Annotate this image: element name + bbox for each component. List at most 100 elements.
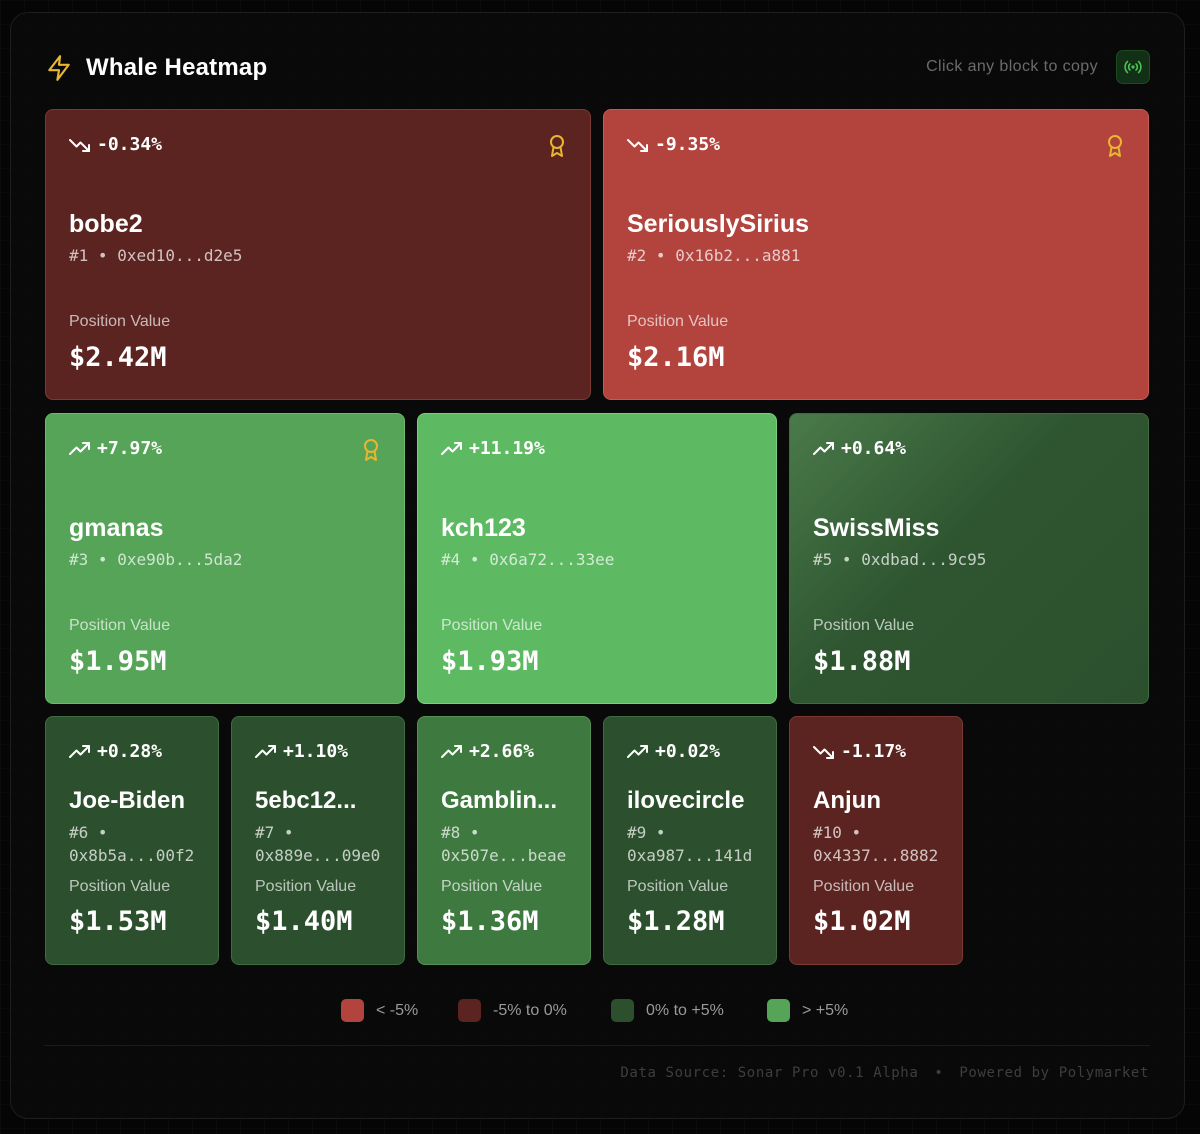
trending-up-icon	[441, 744, 462, 758]
award-icon	[550, 135, 564, 157]
legend-item: > +5%	[767, 999, 848, 1022]
meta-separator: •	[469, 823, 480, 842]
legend-swatch	[611, 999, 634, 1022]
legend: < -5% -5% to 0% 0% to +5% > +5%	[0, 999, 1200, 1023]
whale-meta: #4 • 0x6a72...33ee	[441, 550, 614, 569]
position-value-label: Position Value	[255, 878, 357, 895]
whale-tile[interactable]: +1.10% 5ebc12... #7 • 0x889e...09e0 Posit…	[231, 716, 405, 965]
whale-name: Gamblin...	[441, 787, 558, 814]
header: Whale Heatmap Click any block to copy	[46, 50, 1150, 84]
page-title: Whale Heatmap	[86, 54, 268, 81]
trending-up-icon	[69, 441, 90, 455]
position-value: $1.88M	[813, 646, 911, 677]
legend-swatch	[767, 999, 790, 1022]
position-value-label: Position Value	[441, 878, 543, 895]
whale-rank: #2	[627, 246, 647, 265]
whale-rank: #3	[69, 550, 89, 569]
whale-address: 0xe90b...5da2	[117, 550, 243, 569]
whale-name: kch123	[441, 514, 526, 542]
whale-tile[interactable]: +0.02% ilovecircle #9 • 0xa987...141d Pos…	[603, 716, 777, 965]
whale-meta: #5 • 0xdbad...9c95	[813, 550, 986, 569]
whale-address: 0xdbad...9c95	[861, 550, 987, 569]
whale-address: 0x889e...09e0	[255, 846, 381, 865]
data-source-text: Data Source: Sonar Pro v0.1 Alpha	[620, 1065, 919, 1081]
position-value: $1.28M	[627, 906, 725, 937]
position-value: $1.40M	[255, 906, 353, 937]
whale-address: 0x507e...beae	[441, 846, 567, 865]
position-value-label: Position Value	[813, 617, 915, 634]
title-group: Whale Heatmap	[46, 52, 267, 84]
whale-tile[interactable]: +0.64% SwissMiss #5 • 0xdbad...9c95 Posi…	[789, 413, 1149, 704]
trending-down-icon	[69, 138, 90, 152]
meta-separator: •	[841, 550, 852, 569]
whale-address: 0x8b5a...00f2	[69, 846, 195, 865]
whale-meta: #8 • 0x507e...beae	[441, 821, 590, 867]
live-toggle-button[interactable]	[1116, 50, 1150, 84]
legend-label: > +5%	[802, 1001, 849, 1019]
change-percent: -1.17%	[841, 741, 907, 762]
change-percent: +0.64%	[841, 438, 907, 459]
trending-down-icon	[627, 138, 648, 152]
whale-meta: #10 • 0x4337...8882	[813, 821, 962, 867]
whale-tile[interactable]: +7.97% gmanas #3 • 0xe90b...5da2 Positio…	[45, 413, 405, 704]
change-percent: -0.34%	[97, 134, 163, 155]
position-value: $2.42M	[69, 342, 167, 373]
legend-label: -5% to 0%	[493, 1001, 567, 1019]
whale-tile[interactable]: +2.66% Gamblin... #8 • 0x507e...beae Posi…	[417, 716, 591, 965]
change-indicator: +1.10%	[255, 741, 348, 762]
meta-separator: •	[283, 823, 294, 842]
change-percent: +7.97%	[97, 438, 163, 459]
whale-name: bobe2	[69, 210, 143, 238]
copy-hint: Click any block to copy	[926, 58, 1098, 75]
award-icon	[1108, 135, 1122, 157]
whale-address: 0x4337...8882	[813, 846, 939, 865]
change-indicator: +0.64%	[813, 438, 906, 459]
change-percent: -9.35%	[655, 134, 721, 155]
whale-tile[interactable]: -0.34% bobe2 #1 • 0xed10...d2e5 Position…	[45, 109, 591, 400]
change-indicator: -1.17%	[813, 741, 906, 762]
whale-rank: #4	[441, 550, 461, 569]
whale-tile[interactable]: +11.19% kch123 #4 • 0x6a72...33ee Positi…	[417, 413, 777, 704]
whale-tile[interactable]: +0.28% Joe-Biden #6 • 0x8b5a...00f2 Posit…	[45, 716, 219, 965]
legend-label: 0% to +5%	[646, 1001, 724, 1019]
position-value-label: Position Value	[69, 313, 171, 330]
position-value-label: Position Value	[627, 313, 729, 330]
position-value-label: Position Value	[813, 878, 915, 895]
legend-item: < -5%	[341, 999, 418, 1022]
meta-separator: •	[655, 823, 666, 842]
whale-tile[interactable]: -1.17% Anjun #10 • 0x4337...8882 Position…	[789, 716, 963, 965]
meta-separator: •	[97, 823, 108, 842]
position-value: $1.02M	[813, 906, 911, 937]
whale-rank: #7	[255, 823, 275, 842]
bolt-icon	[48, 55, 70, 81]
whale-rank: #5	[813, 550, 833, 569]
whale-meta: #6 • 0x8b5a...00f2	[69, 821, 218, 867]
change-indicator: +2.66%	[441, 741, 534, 762]
powered-by-text: Powered by Polymarket	[959, 1065, 1149, 1081]
meta-separator: •	[655, 246, 666, 265]
legend-swatch	[341, 999, 364, 1022]
broadcast-icon	[1124, 60, 1142, 74]
trending-up-icon	[813, 441, 834, 455]
legend-item: -5% to 0%	[458, 999, 567, 1022]
legend-swatch	[458, 999, 481, 1022]
whale-rank: #10	[813, 823, 842, 842]
trending-up-icon	[627, 744, 648, 758]
change-percent: +0.28%	[97, 741, 163, 762]
whale-meta: #1 • 0xed10...d2e5	[69, 246, 242, 265]
whale-name: ilovecircle	[627, 787, 745, 814]
whale-tile[interactable]: -9.35% SeriouslySirius #2 • 0x16b2...a88…	[603, 109, 1149, 400]
whale-name: Anjun	[813, 787, 881, 814]
trending-up-icon	[441, 441, 462, 455]
whale-name: Joe-Biden	[69, 787, 186, 814]
whale-meta: #2 • 0x16b2...a881	[627, 246, 800, 265]
position-value-label: Position Value	[69, 878, 171, 895]
legend-label: < -5%	[376, 1001, 419, 1019]
whale-address: 0x16b2...a881	[675, 246, 801, 265]
legend-item: 0% to +5%	[611, 999, 724, 1022]
change-indicator: -0.34%	[69, 134, 162, 155]
trending-down-icon	[813, 745, 834, 759]
change-percent: +0.02%	[655, 741, 721, 762]
whale-address: 0xa987...141d	[627, 846, 753, 865]
change-indicator: +7.97%	[69, 438, 162, 459]
